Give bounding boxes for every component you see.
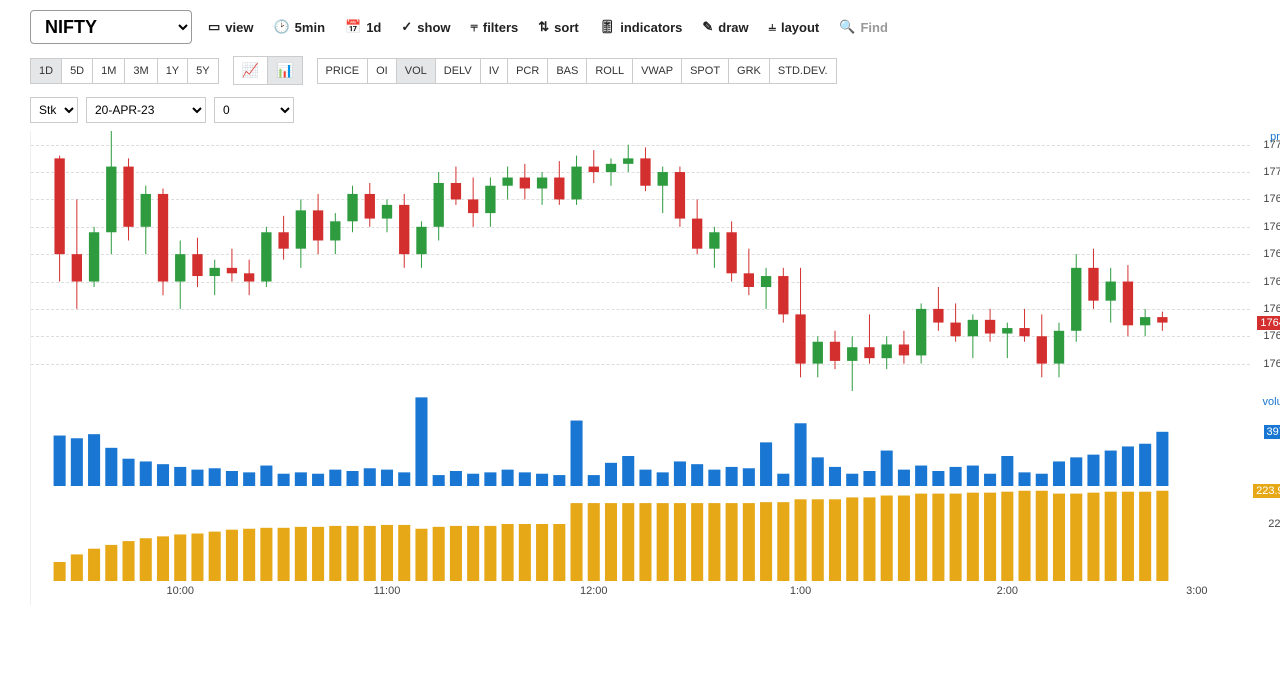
range-1D[interactable]: 1D — [30, 58, 62, 84]
view-button[interactable]: ▭ view — [204, 15, 257, 39]
xtick: 1:00 — [790, 585, 811, 597]
pencil-icon: ✎ — [702, 19, 713, 35]
candlestick-icon[interactable]: 📊 — [268, 56, 302, 85]
strike-select[interactable]: 0 — [214, 97, 294, 123]
metric-bas[interactable]: BAS — [548, 58, 587, 84]
price-chart[interactable]: price 1763017640176501766017670176801769… — [31, 131, 1250, 391]
ytick: 17690 — [1263, 193, 1280, 205]
interval-1d-button[interactable]: 📅 1d — [341, 15, 385, 39]
find-placeholder: Find — [860, 20, 887, 35]
type-select[interactable]: Stk — [30, 97, 78, 123]
indicators-button[interactable]: 🎚 indicators — [595, 15, 687, 39]
metric-grk[interactable]: GRK — [729, 58, 770, 84]
metric-group: PRICEOIVOLDELVIVPCRBASROLLVWAPSPOTGRKSTD… — [317, 58, 837, 84]
x-axis: 10:00 11:00 12:00 1:00 2:00 3:00 — [31, 585, 1250, 605]
filters-label: filters — [483, 20, 518, 35]
area-chart-icon[interactable]: 📈 — [233, 56, 268, 85]
sliders-icon: 🎚 — [599, 19, 616, 35]
funnel-icon: ⫧ — [471, 19, 478, 35]
clock-icon: 🕑 — [273, 19, 289, 35]
sort-icon: ⇅ — [538, 19, 549, 35]
interval-5min-button[interactable]: 🕑 5min — [269, 15, 329, 39]
sort-label: sort — [554, 20, 579, 35]
range-3M[interactable]: 3M — [125, 58, 157, 84]
metric-oi[interactable]: OI — [368, 58, 397, 84]
view-label: view — [225, 20, 253, 35]
range-5Y[interactable]: 5Y — [188, 58, 218, 84]
metric-vwap[interactable]: VWAP — [633, 58, 682, 84]
ytick: 17680 — [1263, 221, 1280, 233]
ytick: 17650 — [1263, 303, 1280, 315]
view-icon: ▭ — [208, 19, 220, 35]
show-button[interactable]: ✓ show — [397, 15, 454, 39]
xtick: 2:00 — [997, 585, 1018, 597]
xtick: 12:00 — [580, 585, 608, 597]
ytick: 17660 — [1263, 276, 1280, 288]
puzzle-icon: ⫨ — [769, 19, 776, 35]
metric-roll[interactable]: ROLL — [587, 58, 633, 84]
sort-button[interactable]: ⇅ sort — [534, 15, 582, 39]
chart-type-group: 📈 📊 — [233, 56, 303, 85]
layout-label: layout — [781, 20, 819, 35]
draw-button[interactable]: ✎ draw — [698, 15, 752, 39]
ytick: 17710 — [1263, 139, 1280, 151]
check-icon: ✓ — [401, 19, 412, 35]
calendar-icon: 📅 — [345, 19, 361, 35]
metric-price[interactable]: PRICE — [317, 58, 369, 84]
volume-current-badge: 3975 — [1264, 425, 1280, 439]
filters-button[interactable]: ⫧ filters — [467, 15, 523, 39]
metric-std.dev.[interactable]: STD.DEV. — [770, 58, 837, 84]
ytick: 17640 — [1263, 330, 1280, 342]
interval1d-label: 1d — [366, 20, 381, 35]
ytick: 17670 — [1263, 248, 1280, 260]
search-icon: 🔍 — [839, 19, 855, 35]
layout-button[interactable]: ⫨ layout — [765, 15, 824, 39]
price-current-badge: 17645 — [1257, 316, 1280, 330]
metric-vol[interactable]: VOL — [397, 58, 436, 84]
volume-chart[interactable]: volume 3975 — [31, 396, 1250, 486]
xtick: 10:00 — [166, 585, 194, 597]
xtick: 11:00 — [374, 585, 401, 597]
oi-current-badge: 223.9K — [1253, 484, 1280, 498]
range-1M[interactable]: 1M — [93, 58, 125, 84]
metric-delv[interactable]: DELV — [436, 58, 481, 84]
metric-spot[interactable]: SPOT — [682, 58, 729, 84]
ytick: 17700 — [1263, 166, 1280, 178]
volume-title: volume — [1263, 396, 1280, 408]
range-5D[interactable]: 5D — [62, 58, 93, 84]
find-button[interactable]: 🔍 Find — [835, 15, 892, 39]
indicators-label: indicators — [620, 20, 682, 35]
expiry-select[interactable]: 20-APR-23 — [86, 97, 206, 123]
range-group: 1D5D1M3M1Y5Y — [30, 58, 219, 84]
range-1Y[interactable]: 1Y — [158, 58, 188, 84]
xtick: 3:00 — [1186, 585, 1207, 597]
metric-pcr[interactable]: PCR — [508, 58, 548, 84]
metric-iv[interactable]: IV — [481, 58, 508, 84]
ytick: 17630 — [1263, 358, 1280, 370]
oi-ytick: 220K — [1268, 518, 1280, 530]
interval5-label: 5min — [295, 20, 325, 35]
symbol-select[interactable]: NIFTY — [30, 10, 192, 44]
oi-chart[interactable]: 223.9K220K — [31, 486, 1250, 581]
show-label: show — [417, 20, 450, 35]
draw-label: draw — [718, 20, 748, 35]
